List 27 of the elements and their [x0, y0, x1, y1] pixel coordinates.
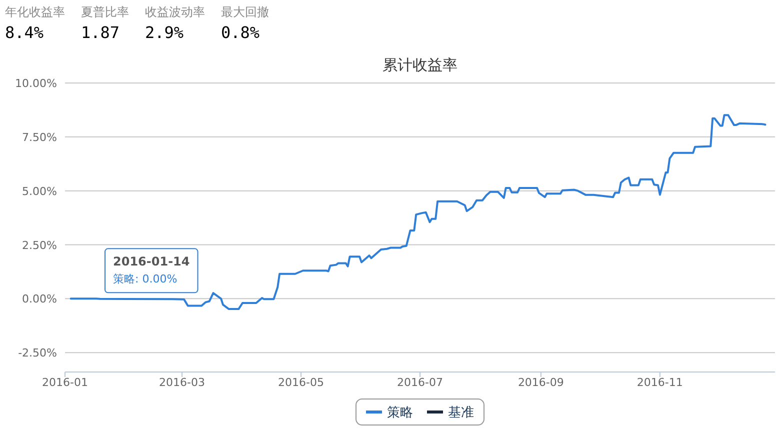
x-tick-label: 2016-03: [159, 376, 206, 389]
text: 1.87: [81, 23, 120, 42]
category-label: 收益波动率: [145, 5, 205, 19]
annotation: 2016-01-14: [113, 254, 190, 269]
y-tick-label: 2.50%: [22, 238, 57, 252]
category-label: 夏普比率: [81, 5, 129, 19]
y-tick-label: 7.50%: [22, 130, 57, 144]
x-tick-label: 2016-11: [636, 376, 683, 389]
x-tick-label: 2016-07: [397, 376, 443, 389]
x-tick-label: 2016-09: [518, 376, 564, 389]
legend-label: 基准: [448, 406, 474, 420]
y-tick-label: 0.00%: [22, 292, 57, 306]
chart-title: 累计收益率: [382, 56, 458, 74]
text: 0.8%: [221, 23, 260, 42]
annotation: 策略: 0.00%: [113, 272, 178, 286]
x-tick-label: 2016-05: [278, 376, 324, 389]
text: 2.9%: [145, 23, 184, 42]
line-series: [70, 114, 766, 310]
y-tick-label: 5.00%: [22, 184, 57, 198]
y-tick-label: -2.50%: [18, 346, 57, 360]
legend-label: 策略: [387, 406, 413, 420]
text: 8.4%: [5, 23, 44, 42]
y-tick-label: 10.00%: [15, 77, 57, 90]
x-tick-label: 2016-01: [42, 376, 88, 389]
tooltip: 2016-01-14 策略: 0.00%: [104, 248, 198, 294]
category-label: 年化收益率: [5, 5, 65, 19]
category-label: 最大回撤: [221, 5, 269, 19]
